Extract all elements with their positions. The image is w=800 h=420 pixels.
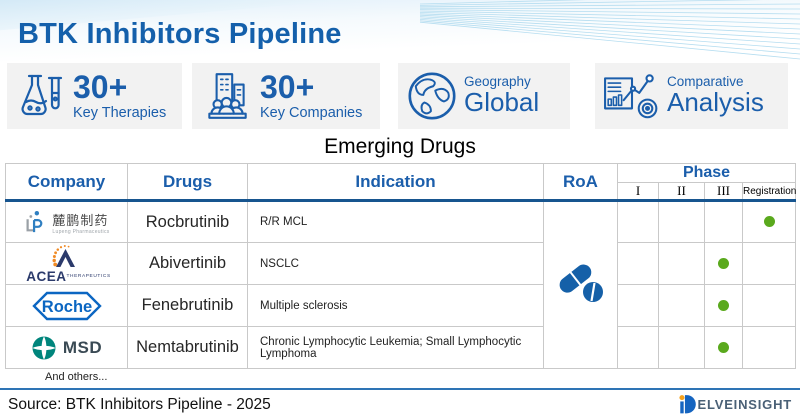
page-title: BTK Inhibitors Pipeline	[18, 18, 342, 50]
stat-value: Analysis	[667, 87, 764, 118]
fan-lines-decoration	[420, 0, 800, 60]
flask-icon	[21, 74, 63, 116]
stat-key-companies: 30+ Key Companies	[192, 63, 380, 129]
acea-logo-icon	[52, 244, 75, 267]
phase-cell-I	[617, 326, 659, 369]
stat-value: 30+	[260, 69, 315, 106]
pills-icon	[559, 264, 603, 302]
delveinsight-logo-text: ELVEINSIGHT	[697, 396, 792, 412]
phase-cell-registration	[741, 284, 797, 327]
table-row: 麓鹏制药 Lupeng Pharmaceutics Rocbrutinib R/…	[5, 200, 797, 369]
company-cell-msd: MSD	[5, 326, 128, 369]
column-header-roa: RoA	[543, 163, 618, 202]
phase-column-1: I	[617, 182, 659, 202]
phase-cell-registration	[741, 326, 797, 369]
stat-key-therapies: 30+ Key Therapies	[7, 63, 182, 129]
and-others-note: And others...	[45, 371, 108, 383]
phase-column-registration: Registration	[741, 182, 796, 202]
lupeng-logo-text: 麓鹏制药	[52, 212, 109, 228]
stat-value: 30+	[73, 69, 128, 106]
phase-column-2: II	[658, 182, 705, 202]
phase-cell-I	[617, 242, 659, 285]
phase-status-dot	[763, 216, 775, 228]
stats-row: 30+ Key Therapies 30+ Key Companies	[0, 62, 800, 130]
analysis-icon	[604, 74, 658, 119]
phase-cell-III	[704, 284, 743, 327]
indication: R/R MCL	[247, 200, 544, 243]
company-cell-lupeng: 麓鹏制药 Lupeng Pharmaceutics	[5, 200, 128, 243]
column-header-indication: Indication	[247, 163, 544, 202]
phase-cell-registration	[741, 200, 797, 243]
lupeng-logo-subtext: Lupeng Pharmaceutics	[52, 228, 110, 235]
stat-label: Key Therapies	[73, 104, 167, 121]
phase-column-3: III	[704, 182, 743, 202]
emerging-drugs-table: Company Drugs Indication RoA Phase I II …	[5, 163, 796, 369]
acea-logo	[6, 244, 127, 270]
indication: Chronic Lymphocytic Leukemia; Small Lymp…	[247, 326, 544, 369]
phase-cell-I	[617, 284, 659, 327]
roa-cell	[543, 200, 618, 369]
footer-divider	[0, 388, 800, 390]
company-cell-roche: Roche	[5, 284, 128, 327]
phase-status-dot	[718, 257, 729, 269]
header: BTK Inhibitors Pipeline	[0, 0, 800, 62]
stat-label: Geography	[464, 74, 531, 90]
phase-status-dot	[718, 341, 729, 353]
msd-logo-text: MSD	[62, 337, 103, 357]
delveinsight-logo: ELVEINSIGHT	[679, 393, 792, 415]
stat-label: Key Companies	[260, 104, 363, 121]
phase-status-dot	[718, 299, 729, 311]
stat-comparative-analysis: Comparative Analysis	[595, 63, 788, 129]
phase-cell-II	[658, 284, 705, 327]
drug-name: Fenebrutinib	[127, 284, 248, 327]
acea-logo-subtext: THERAPEUTICS	[66, 273, 111, 279]
delveinsight-logo-icon	[679, 395, 697, 414]
phase-cell-II	[658, 242, 705, 285]
stat-value: Global	[464, 87, 540, 118]
lupeng-logo: 麓鹏制药 Lupeng Pharmaceutics	[6, 209, 127, 235]
column-header-company: Company	[5, 163, 128, 202]
drug-name: Nemtabrutinib	[127, 326, 248, 369]
roche-logo-icon: Roche	[31, 291, 102, 320]
source-text: Source: BTK Inhibitors Pipeline - 2025	[8, 396, 271, 413]
table-row: Roche Fenebrutinib Multiple sclerosis	[5, 284, 797, 327]
phase-cell-III	[704, 200, 743, 243]
drug-name: Abivertinib	[127, 242, 248, 285]
column-header-phase: Phase	[616, 163, 797, 183]
stat-geography: Geography Global	[398, 63, 570, 129]
companies-icon	[208, 73, 247, 119]
msd-logo: MSD	[6, 335, 127, 361]
roche-logo-text: Roche	[41, 298, 91, 316]
phase-cell-II	[658, 200, 705, 243]
phase-cell-III	[704, 326, 743, 369]
stat-label: Comparative	[667, 74, 744, 90]
msd-logo-icon	[32, 336, 56, 359]
lupeng-logo-icon	[26, 211, 43, 233]
acea-logo-text: ACEA	[26, 268, 67, 284]
indication: NSCLC	[247, 242, 544, 285]
phase-cell-I	[617, 200, 659, 243]
company-cell-acea: ACEA THERAPEUTICS	[5, 242, 128, 285]
phase-cell-III	[704, 242, 743, 285]
section-title: Emerging Drugs	[324, 135, 476, 158]
table-row: ACEA THERAPEUTICS Abivertinib NSCLC	[5, 242, 797, 285]
indication: Multiple sclerosis	[247, 284, 544, 327]
globe-icon	[408, 72, 456, 120]
table-row: MSD Nemtabrutinib Chronic Lymphocytic Le…	[5, 326, 797, 369]
roche-logo: Roche	[6, 290, 127, 322]
drug-name: Rocbrutinib	[127, 200, 248, 243]
phase-cell-registration	[741, 242, 797, 285]
column-header-drugs: Drugs	[127, 163, 248, 202]
phase-cell-II	[658, 326, 705, 369]
